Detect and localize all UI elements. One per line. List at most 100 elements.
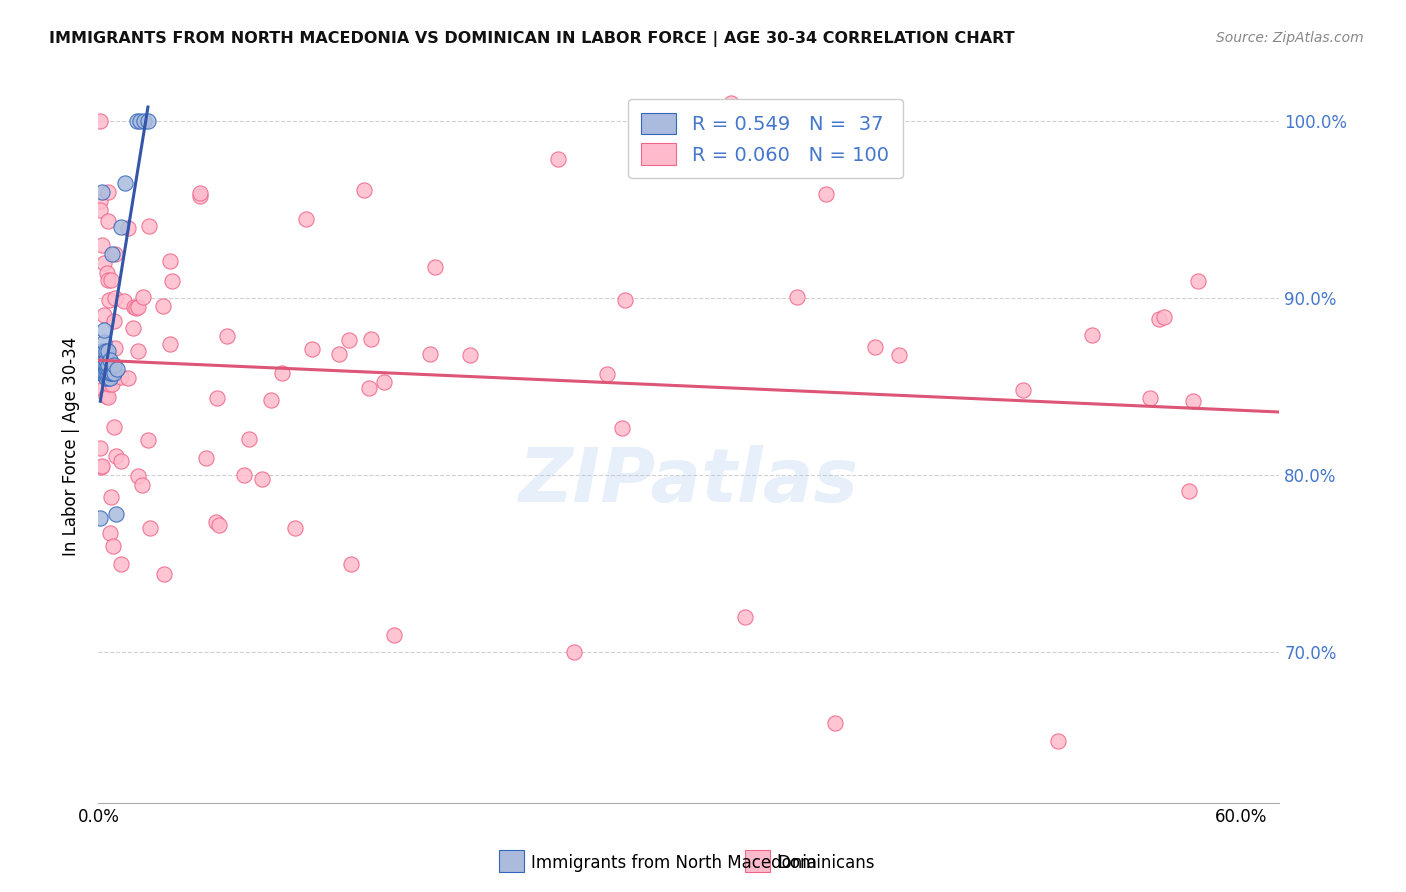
- Point: [94, 371, 117, 385]
- Point: [124, 300, 146, 314]
- Point: [91, 366, 114, 380]
- Point: [547, 152, 569, 166]
- Text: IMMIGRANTS FROM NORTH MACEDONIA VS DOMINICAN IN LABOR FORCE | AGE 30-34 CORRELAT: IMMIGRANTS FROM NORTH MACEDONIA VS DOMIN…: [49, 31, 1015, 47]
- Point: [301, 342, 323, 356]
- Point: [132, 290, 155, 304]
- Point: [340, 557, 363, 571]
- Point: [138, 219, 160, 234]
- Point: [136, 114, 159, 128]
- Point: [100, 247, 122, 261]
- Point: [153, 567, 176, 582]
- Point: [562, 645, 585, 659]
- Point: [295, 211, 318, 226]
- Point: [97, 368, 120, 382]
- Point: [786, 290, 808, 304]
- Point: [96, 266, 118, 280]
- Point: [425, 260, 447, 274]
- Point: [162, 274, 184, 288]
- Point: [94, 362, 117, 376]
- Point: [94, 359, 117, 373]
- Point: [359, 381, 381, 395]
- Point: [1181, 393, 1204, 408]
- Point: [91, 238, 114, 252]
- Point: [1177, 484, 1199, 499]
- Point: [204, 515, 226, 529]
- Point: [328, 346, 350, 360]
- Point: [127, 469, 149, 483]
- Point: [131, 478, 153, 492]
- Point: [107, 362, 129, 376]
- Point: [720, 96, 742, 111]
- Point: [188, 186, 211, 201]
- Point: [93, 344, 115, 359]
- Point: [122, 320, 145, 334]
- Point: [734, 610, 756, 624]
- Point: [93, 323, 115, 337]
- Point: [159, 337, 181, 351]
- Point: [1139, 392, 1161, 406]
- Point: [207, 392, 229, 406]
- Point: [117, 221, 139, 235]
- Point: [110, 454, 132, 468]
- Point: [114, 176, 136, 190]
- Point: [98, 353, 121, 368]
- Point: [1149, 311, 1171, 326]
- Point: [91, 366, 114, 380]
- Point: [814, 187, 837, 202]
- Point: [103, 366, 125, 380]
- Point: [96, 389, 118, 403]
- Point: [101, 376, 124, 391]
- Point: [104, 507, 127, 521]
- Point: [97, 185, 120, 199]
- Point: [96, 214, 118, 228]
- Point: [382, 627, 405, 641]
- Point: [90, 459, 112, 474]
- Point: [97, 344, 120, 359]
- Point: [284, 521, 307, 535]
- Point: [103, 419, 125, 434]
- Point: [91, 185, 114, 199]
- Point: [217, 328, 239, 343]
- Point: [89, 202, 111, 217]
- Point: [93, 359, 115, 373]
- Point: [260, 392, 283, 407]
- Point: [110, 370, 132, 384]
- Point: [887, 348, 910, 362]
- Point: [1047, 734, 1070, 748]
- Point: [134, 114, 156, 128]
- Point: [127, 344, 149, 359]
- Legend: R = 0.549   N =  37, R = 0.060   N = 100: R = 0.549 N = 37, R = 0.060 N = 100: [628, 99, 903, 178]
- Point: [93, 359, 115, 373]
- Point: [89, 194, 111, 208]
- Point: [97, 371, 120, 385]
- Point: [98, 377, 121, 392]
- Point: [101, 539, 124, 553]
- Point: [129, 114, 152, 128]
- Point: [91, 344, 114, 359]
- Point: [98, 525, 121, 540]
- Point: [610, 420, 633, 434]
- Point: [233, 468, 256, 483]
- Point: [188, 188, 211, 202]
- Point: [94, 344, 117, 359]
- Text: Source: ZipAtlas.com: Source: ZipAtlas.com: [1216, 31, 1364, 45]
- Text: ZIPatlas: ZIPatlas: [519, 445, 859, 518]
- Point: [97, 273, 120, 287]
- Point: [91, 382, 114, 396]
- Point: [238, 432, 260, 446]
- Text: Immigrants from North Macedonia: Immigrants from North Macedonia: [531, 854, 817, 871]
- Point: [117, 371, 139, 385]
- Point: [139, 521, 162, 535]
- Point: [353, 183, 375, 197]
- Point: [100, 366, 122, 380]
- Point: [89, 114, 111, 128]
- Point: [94, 368, 117, 382]
- Point: [93, 335, 115, 350]
- Point: [208, 517, 231, 532]
- Point: [89, 366, 111, 380]
- Point: [1187, 274, 1209, 288]
- Point: [104, 247, 127, 261]
- Point: [419, 347, 441, 361]
- Point: [93, 256, 115, 270]
- Point: [1012, 383, 1035, 397]
